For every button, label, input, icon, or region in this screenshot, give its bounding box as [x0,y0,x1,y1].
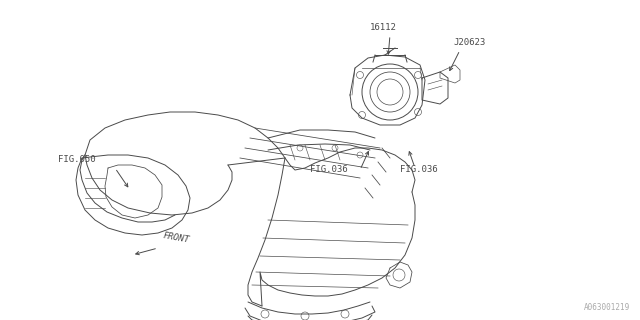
Text: A063001219: A063001219 [584,303,630,312]
Text: J20623: J20623 [453,38,485,47]
Text: 16112: 16112 [370,23,397,32]
Text: FRONT: FRONT [162,231,190,245]
Text: FIG.036: FIG.036 [400,165,438,174]
Text: FIG.036: FIG.036 [310,165,348,174]
Text: FIG.050: FIG.050 [58,155,95,164]
